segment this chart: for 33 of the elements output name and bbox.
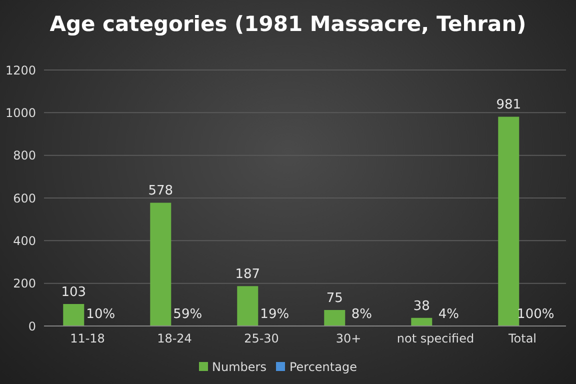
data-label: 8% — [351, 306, 372, 322]
bar — [498, 116, 520, 326]
legend-label: Percentage — [289, 360, 357, 374]
data-label: 187 — [235, 267, 260, 282]
x-tick-label: 25-30 — [244, 332, 279, 346]
x-tick-label: Total — [507, 332, 537, 346]
y-tick-label: 1000 — [5, 106, 36, 120]
y-tick-label: 800 — [13, 148, 36, 163]
legend-label: Numbers — [212, 360, 266, 374]
bar — [150, 202, 172, 326]
data-label: 19% — [260, 306, 290, 322]
data-label: 38 — [413, 298, 430, 314]
x-tick-label: not specified — [396, 332, 474, 346]
y-tick-label: 0 — [28, 319, 36, 334]
bar — [63, 304, 84, 326]
y-tick-label: 600 — [13, 191, 36, 206]
bar — [324, 310, 346, 326]
data-label: 981 — [496, 98, 522, 113]
data-label: 578 — [148, 184, 174, 199]
x-tick-label: 11-18 — [70, 332, 105, 346]
chart-title: Age categories (1981 Massacre, Tehran) — [48, 12, 528, 36]
y-tick-label: 400 — [13, 234, 36, 248]
data-label: 10% — [86, 306, 116, 322]
x-tick-label: 18-24 — [157, 332, 192, 346]
bar — [237, 286, 258, 326]
data-label: 75 — [326, 291, 343, 306]
y-tick-label: 1200 — [5, 63, 36, 78]
data-label: 4% — [438, 306, 459, 322]
x-tick-label: 30+ — [336, 332, 362, 346]
bar — [411, 318, 432, 326]
data-label: 103 — [61, 285, 86, 300]
data-label: 59% — [173, 306, 202, 322]
y-tick-label: 200 — [13, 276, 36, 291]
